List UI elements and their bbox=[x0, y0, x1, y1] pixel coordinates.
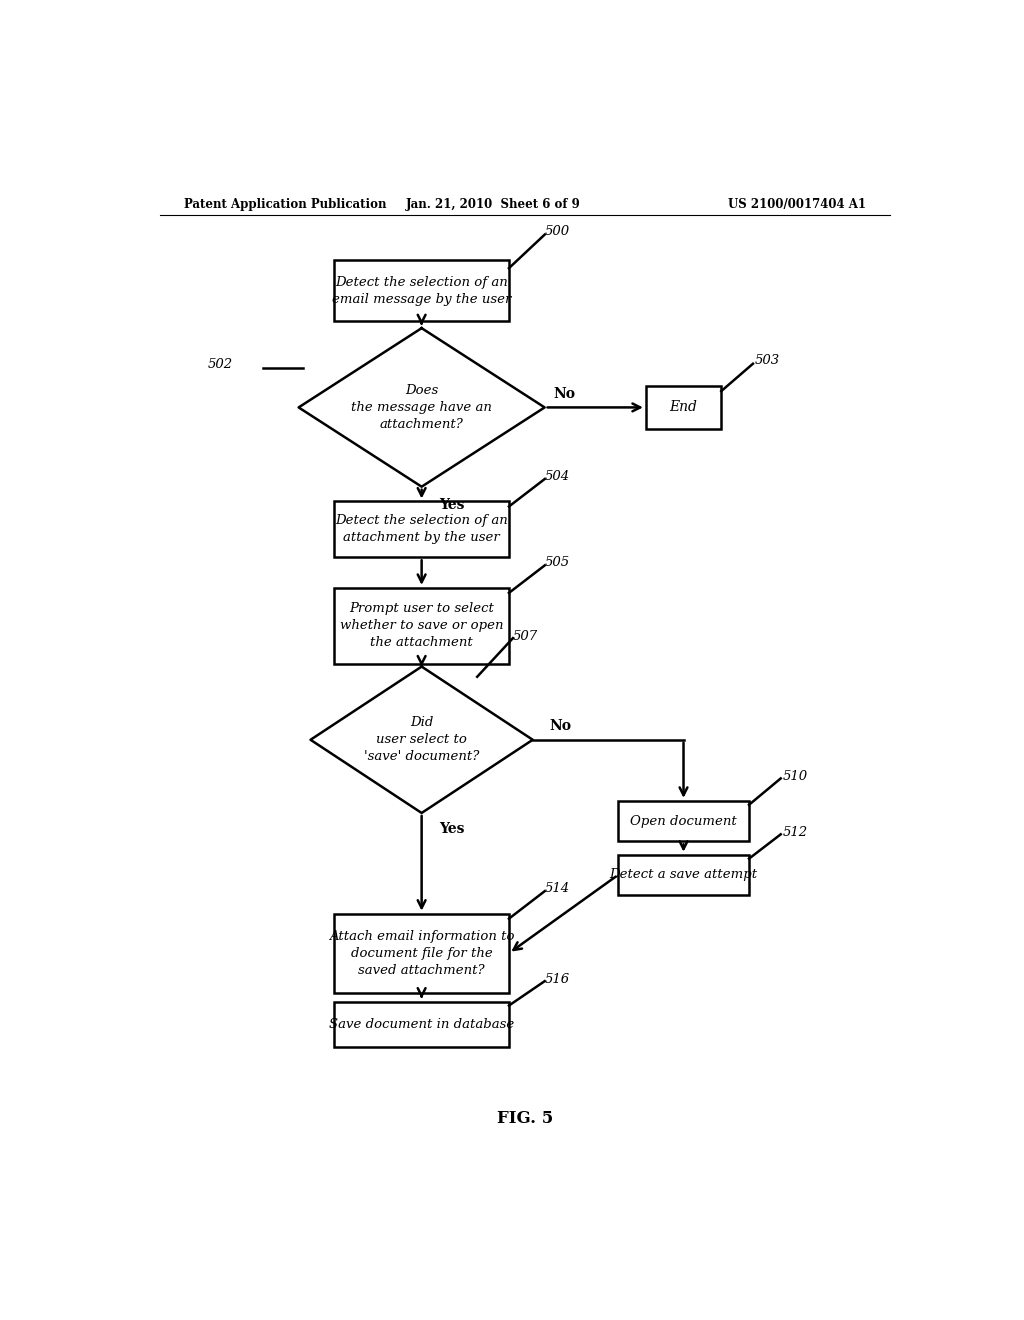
Text: 514: 514 bbox=[545, 882, 569, 895]
Text: 503: 503 bbox=[755, 354, 779, 367]
Text: No: No bbox=[554, 387, 575, 401]
Text: 500: 500 bbox=[545, 226, 569, 238]
Bar bbox=[618, 854, 749, 895]
Bar bbox=[618, 801, 749, 841]
Text: Detect a save attempt: Detect a save attempt bbox=[609, 869, 758, 882]
Bar bbox=[334, 587, 509, 664]
Text: Yes: Yes bbox=[439, 822, 465, 837]
Text: Does
the message have an
attachment?: Does the message have an attachment? bbox=[351, 384, 493, 430]
Bar bbox=[334, 913, 509, 993]
Text: Attach email information to
document file for the
saved attachment?: Attach email information to document fil… bbox=[329, 929, 514, 977]
Text: 507: 507 bbox=[513, 630, 538, 643]
Polygon shape bbox=[310, 667, 532, 813]
Text: Prompt user to select
whether to save or open
the attachment: Prompt user to select whether to save or… bbox=[340, 602, 504, 649]
Text: 504: 504 bbox=[545, 470, 569, 483]
Text: Open document: Open document bbox=[630, 814, 737, 828]
Bar bbox=[334, 502, 509, 557]
Text: 512: 512 bbox=[782, 826, 808, 838]
Text: Save document in database: Save document in database bbox=[329, 1018, 514, 1031]
Text: Patent Application Publication: Patent Application Publication bbox=[183, 198, 386, 211]
Text: 510: 510 bbox=[782, 770, 808, 783]
Text: Yes: Yes bbox=[439, 498, 465, 512]
Bar bbox=[646, 385, 721, 429]
Text: End: End bbox=[670, 400, 697, 414]
Text: No: No bbox=[550, 718, 571, 733]
Bar bbox=[334, 1002, 509, 1047]
Text: Detect the selection of an
email message by the user: Detect the selection of an email message… bbox=[332, 276, 511, 305]
Text: Jan. 21, 2010  Sheet 6 of 9: Jan. 21, 2010 Sheet 6 of 9 bbox=[406, 198, 581, 211]
Text: 502: 502 bbox=[207, 358, 232, 371]
Text: FIG. 5: FIG. 5 bbox=[497, 1110, 553, 1127]
Text: Did
user select to
'save' document?: Did user select to 'save' document? bbox=[364, 717, 479, 763]
Bar bbox=[334, 260, 509, 321]
Text: 505: 505 bbox=[545, 556, 569, 569]
Text: Detect the selection of an
attachment by the user: Detect the selection of an attachment by… bbox=[335, 515, 508, 544]
Polygon shape bbox=[299, 329, 545, 487]
Text: US 2100/0017404 A1: US 2100/0017404 A1 bbox=[728, 198, 866, 211]
Text: 516: 516 bbox=[545, 973, 569, 986]
